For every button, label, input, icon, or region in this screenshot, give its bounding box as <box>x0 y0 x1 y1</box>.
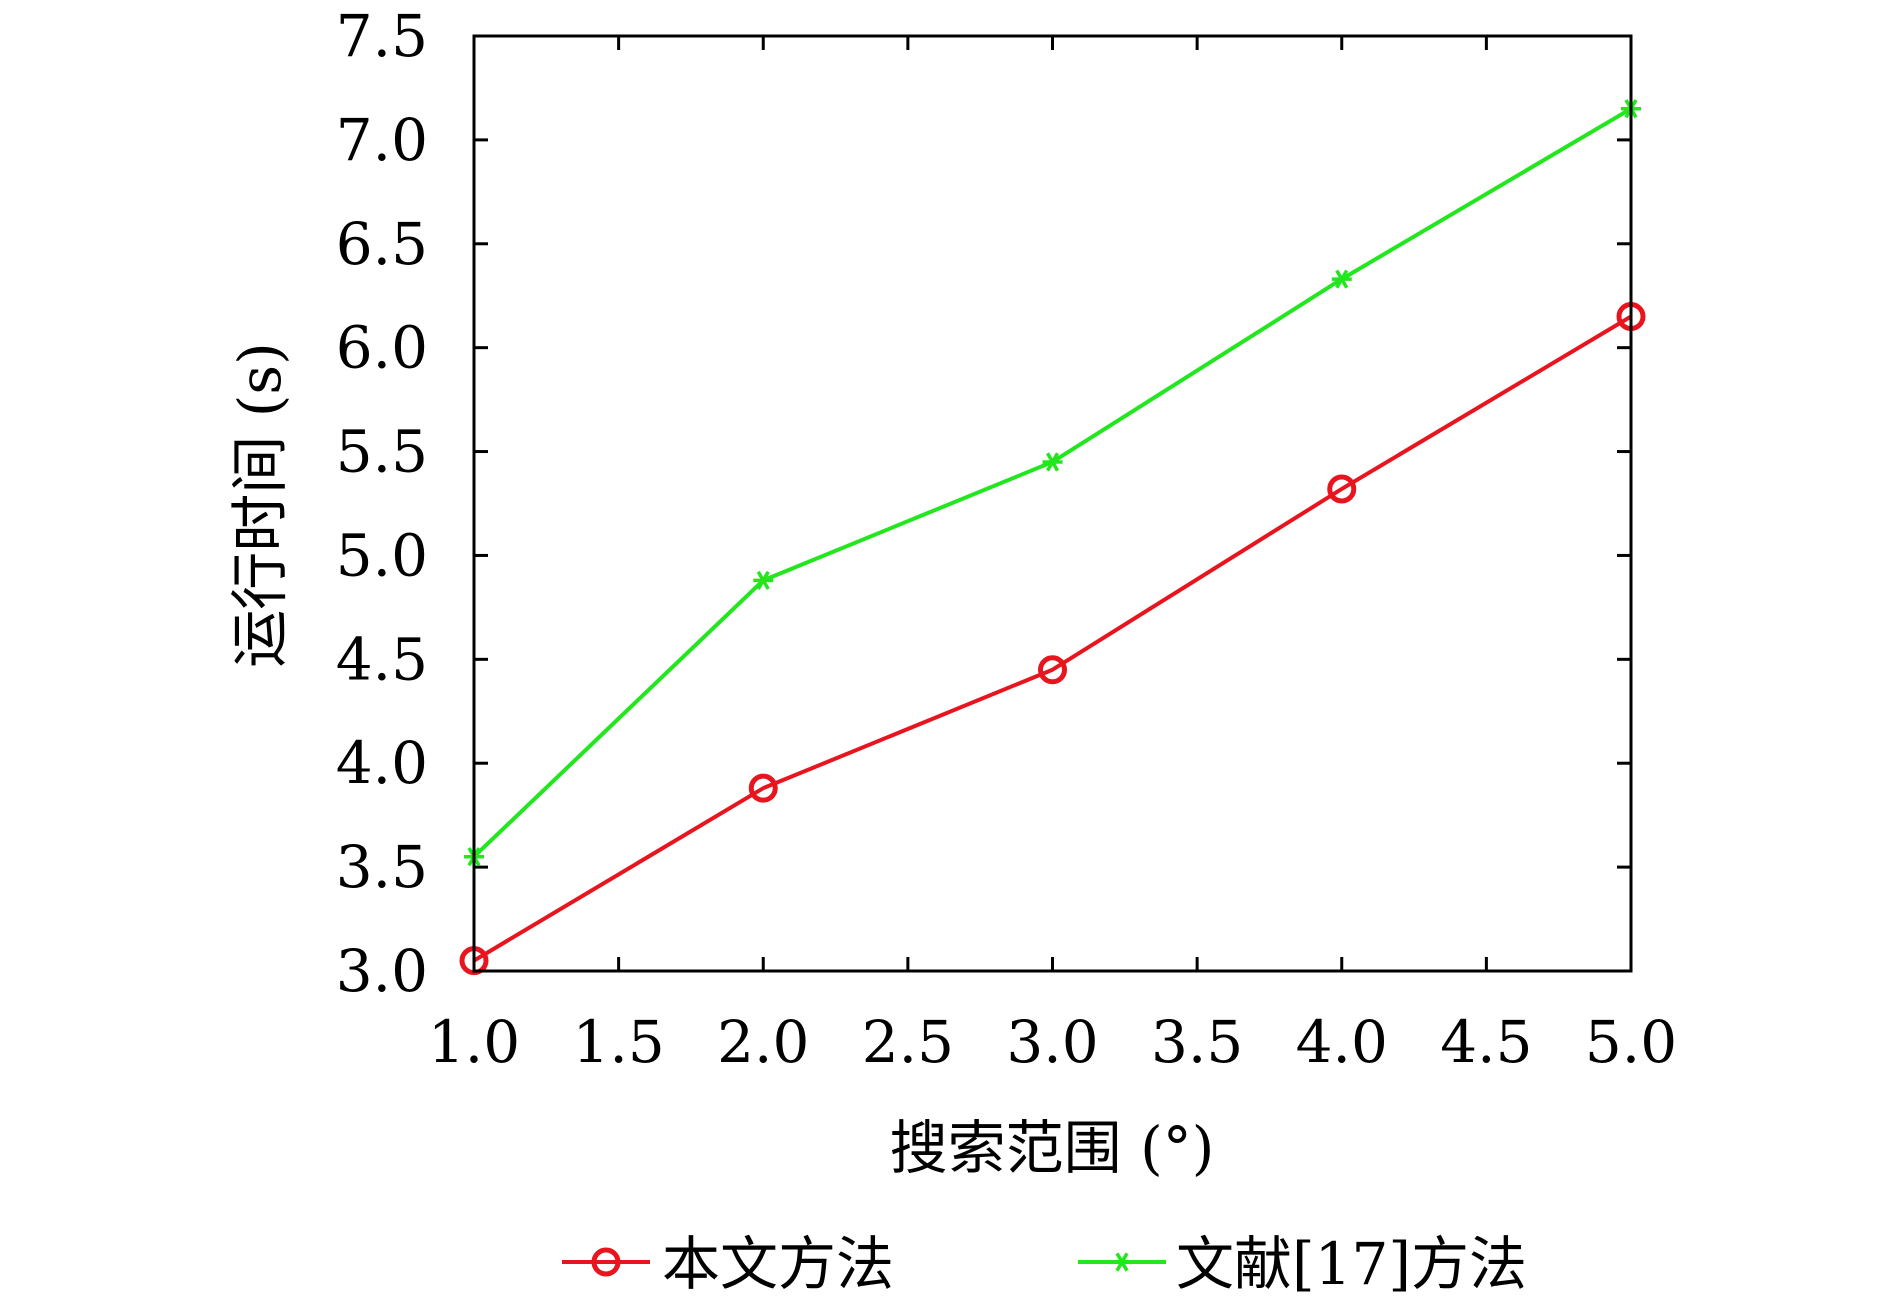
x-tick-label: 4.0 <box>1296 1008 1388 1076</box>
series-1 <box>459 302 1646 976</box>
y-axis-label: 运行时间 (s) <box>226 342 294 667</box>
data-point <box>748 773 778 803</box>
ticks-layer <box>472 34 1633 973</box>
legend: 本文方法 文献[17]方法 <box>562 1230 1527 1298</box>
y-tick-label: 6.0 <box>336 314 428 382</box>
y-tick-label: 3.0 <box>336 937 428 1005</box>
x-tick-label: 2.5 <box>862 1008 954 1076</box>
series-line <box>472 106 1633 859</box>
x-tick-label: 4.5 <box>1440 1008 1532 1076</box>
series-2 <box>464 99 1641 867</box>
y-tick-label: 3.5 <box>336 833 428 901</box>
x-tick-label: 1.5 <box>573 1008 665 1076</box>
legend-label: 文献[17]方法 <box>1176 1230 1527 1298</box>
plot-frame <box>472 34 1633 973</box>
y-tick-label: 7.0 <box>336 106 428 174</box>
y-tick-label: 5.0 <box>336 521 428 589</box>
x-tick-label: 5.0 <box>1585 1008 1677 1076</box>
asterisk-stroke <box>1335 269 1349 289</box>
data-point <box>1038 655 1067 685</box>
data-point <box>1327 474 1357 504</box>
x-tick-label: 3.0 <box>1006 1008 1098 1076</box>
data-point <box>753 570 774 590</box>
y-tick-label: 4.5 <box>336 625 428 693</box>
x-tick-label: 2.0 <box>717 1008 809 1076</box>
x-tick-label: 1.0 <box>428 1008 520 1076</box>
legend-item: 文献[17]方法 <box>1078 1230 1527 1298</box>
tick-labels-layer: 1.0 1.5 2.0 2.5 3.0 3.5 4.0 4.5 5.0 3.0 3.5 4.0 4.5 5… <box>336 2 1677 1076</box>
asterisk-stroke <box>756 570 770 590</box>
x-tick-label: 3.5 <box>1151 1008 1243 1076</box>
y-tick-label: 5.5 <box>336 418 428 486</box>
data-point <box>1331 269 1352 289</box>
asterisk-stroke <box>1045 452 1060 472</box>
data-point <box>1042 452 1063 472</box>
series-layer <box>459 99 1646 976</box>
legend-marker <box>591 1247 621 1277</box>
y-tick-label: 7.5 <box>336 2 428 70</box>
x-axis-label: 搜索范围 (°) <box>890 1114 1215 1182</box>
series-line <box>472 314 1633 963</box>
legend-item: 本文方法 <box>562 1230 894 1298</box>
legend-marker <box>1112 1252 1132 1272</box>
y-tick-label: 6.5 <box>336 210 428 278</box>
legend-label: 本文方法 <box>662 1230 894 1298</box>
y-tick-label: 4.0 <box>336 729 428 797</box>
asterisk-stroke <box>1115 1252 1129 1272</box>
